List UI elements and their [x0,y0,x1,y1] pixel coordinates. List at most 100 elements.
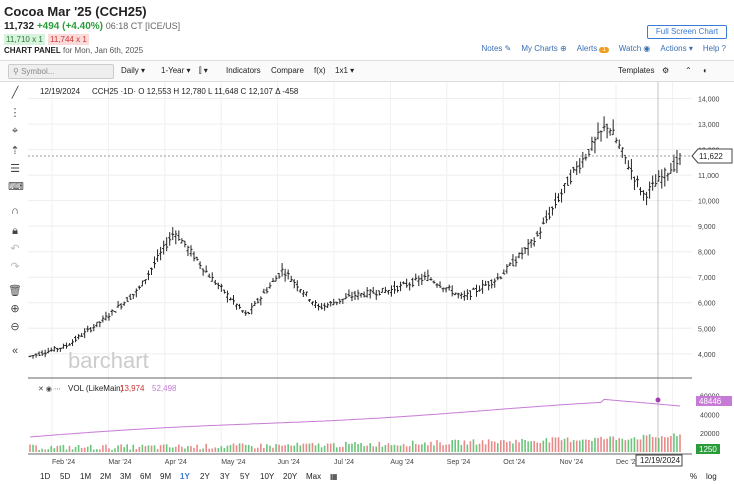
fib-icon[interactable]: ☰ [10,163,20,175]
ohlc-bar [417,275,421,287]
ohlc-bar [86,325,90,333]
scale-toggle-percent[interactable]: % [690,472,698,481]
range-button-5y[interactable]: 5Y [240,472,250,481]
range-button-3m[interactable]: 3M [120,472,132,481]
redo-icon[interactable]: ↷ [10,261,20,273]
lines-icon[interactable]: ⋮ [9,107,21,119]
text-icon[interactable]: ⌨ [8,181,24,193]
compare-button[interactable]: Compare [271,66,304,75]
zoom-in-icon[interactable]: ⊕ [10,303,20,315]
range-button-3y[interactable]: 3Y [220,472,230,481]
ohlc-bar [502,269,506,275]
volume-bar [345,441,347,452]
lock-icon[interactable]: 🔒︎ [12,225,18,237]
volume-bar [405,446,408,452]
volume-bar [117,445,119,452]
scale-toggle-log[interactable]: log [706,472,717,481]
gear-icon[interactable]: ⚙ [662,66,670,75]
shapes-icon[interactable]: ⌖ [11,125,19,137]
volume-bar [77,445,80,452]
actions-menu[interactable]: Actions ▾ [660,44,692,53]
ohlc-bar [310,301,314,306]
undo-icon[interactable]: ↶ [10,243,20,255]
range-button-1d[interactable]: 1D [40,472,51,481]
ohlc-bar [550,206,554,216]
x-tick-label: May '24 [221,459,245,466]
ohlc-bar [614,137,618,144]
interval-select[interactable]: Daily ▾ [121,66,146,75]
calendar-icon[interactable]: ▦ [330,472,338,481]
indicators-button[interactable]: Indicators [226,66,261,75]
range-button-1m[interactable]: 1M [80,472,92,481]
range-button-5d[interactable]: 5D [60,472,71,481]
theme-icon[interactable]: ◐ [703,66,708,75]
ohlc-bar [471,287,475,290]
full-screen-button[interactable]: Full Screen Chart [647,25,727,39]
volume-bar [475,444,478,452]
period-label: 1-Year [161,66,185,75]
ohlc-bar [153,256,157,269]
range-button-1y[interactable]: 1Y [180,472,190,481]
volume-bar [80,447,83,452]
volume-bar [241,443,244,452]
templates-button[interactable]: Templates [618,66,655,75]
range-button-2m[interactable]: 2M [100,472,112,481]
ohlc-bar [408,282,412,291]
volume-bar [627,439,630,452]
ohlc-bar [174,230,178,245]
volume-bar [433,445,435,452]
layout-select[interactable]: 1x1 ▾ [335,66,355,75]
volume-bar [32,444,34,452]
ohlc-bar [122,301,126,306]
symbol-search-input[interactable]: ⚲ Symbol... [8,64,114,79]
price-chart[interactable]: barchart 12/19/2024 CCH25 ·1D· O 12,553 … [28,82,734,470]
volume-bar [524,439,526,452]
period-select[interactable]: 1-Year ▾ [161,66,191,75]
volume-bar [667,437,669,452]
alerts-link[interactable]: Alerts 1 [577,44,609,53]
help-link[interactable]: Help ? [703,44,726,53]
arrow-icon[interactable]: ⇡ [10,145,20,157]
notes-link[interactable]: Notes ✎ [482,44,512,53]
ohlc-bar [213,279,217,285]
range-button-6m[interactable]: 6M [140,472,152,481]
ohlc-bar [377,290,381,296]
range-button-10y[interactable]: 10Y [260,472,275,481]
volume-bar [135,449,138,452]
volume-bar [41,448,43,452]
magnet-icon[interactable]: ∩ [11,205,19,217]
last-price: 11,732 [4,21,35,32]
ohlc-bar [623,154,627,165]
volume-bar [184,448,186,452]
chart-type-select[interactable]: ⫿ ▾ [199,66,208,75]
range-button-max[interactable]: Max [306,472,322,481]
volume-bar [572,440,575,452]
ohlc-bar [608,128,612,136]
volume-bar [527,441,529,452]
volume-icons[interactable]: ✕ ◉ ⋯ [38,386,61,393]
volume-bar [190,446,192,452]
ohlc-bar [192,251,196,262]
range-button-2y[interactable]: 2Y [200,472,210,481]
volume-bar [372,446,375,452]
ohlc-bar [34,353,38,358]
trash-icon[interactable]: 🗑︎ [8,285,22,297]
ohlc-bar [204,265,208,273]
collapse-icon[interactable]: ⌃ [685,66,692,75]
zoom-out-icon[interactable]: ⊖ [10,321,20,333]
volume-bars [29,433,681,452]
ohlc-bar [37,351,41,357]
my-charts-link[interactable]: My Charts ⊕ [521,44,566,53]
range-button-20y[interactable]: 20Y [283,472,298,481]
panel-label: CHART PANEL [4,46,61,55]
pencil-icon[interactable]: ╱ [11,87,19,99]
ohlc-bar [639,187,643,196]
volume-bar [417,444,420,452]
watch-link[interactable]: Watch ◉ [619,44,651,53]
collapse-tools-icon[interactable]: « [11,345,19,357]
range-button-9m[interactable]: 9M [160,472,172,481]
ohlc-bar [532,237,536,247]
volume-bar [162,444,165,452]
chart-toolbar: ⚲ Symbol... Daily ▾ 1-Year ▾ ⫿ ▾ Indicat… [0,60,734,82]
fx-button[interactable]: f(x) [314,66,326,75]
